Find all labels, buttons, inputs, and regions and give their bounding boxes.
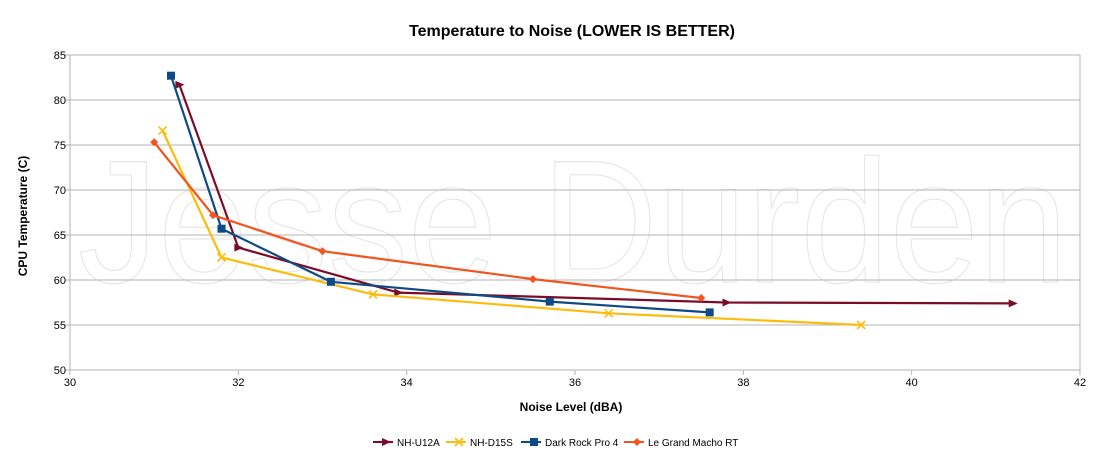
data-point-dark-rock-pro-4 [705,308,714,317]
y-tick-label: 60 [54,275,66,287]
y-tick-label: 50 [54,365,66,377]
data-point-nh-d15s [604,308,614,318]
gridlines [70,54,1080,371]
x-tick-label: 32 [232,377,244,389]
series-layer [150,71,1018,330]
data-point-nh-d15s [856,320,866,330]
x-tick-label: 42 [1074,377,1086,389]
legend-item-dark-rock-pro-4: Dark Rock Pro 4 [521,438,619,449]
x-axis-title: Noise Level (dBA) [520,400,623,414]
data-point-le-grand-macho-rt [697,294,706,302]
legend-swatch-marker [633,438,641,446]
legend: NH-U12A NH-D15S Dark Rock Pro 4 Le Grand Ma… [373,437,738,449]
y-tick-label: 85 [54,50,66,62]
data-point-nh-u12a [1008,299,1018,308]
legend-item-le-grand-macho-rt: Le Grand Macho RT [624,438,738,449]
data-point-nh-d15s [216,252,227,263]
axis-ticks: 50 55 60 65 70 75 80 85 30 32 34 36 38 40 42 [54,50,1086,389]
x-tick-label: 40 [906,377,918,389]
x-tick-label: 38 [737,377,749,389]
watermark-text: Jesse Durden [78,125,1068,320]
legend-swatch-marker [530,438,538,446]
data-point-le-grand-macho-rt [528,275,537,284]
legend-label: NH-U12A [397,438,440,449]
x-tick-label: 34 [401,377,413,389]
data-point-nh-u12a [175,80,185,89]
data-point-dark-rock-pro-4 [217,224,226,233]
data-point-dark-rock-pro-4 [326,277,335,286]
series-le-grand-macho-rt [150,138,706,302]
series-nh-d15s [158,126,866,330]
data-point-dark-rock-pro-4 [545,297,554,306]
legend-item-nh-u12a: NH-U12A [373,438,440,449]
x-tick-label: 36 [569,377,581,389]
legend-label: NH-D15S [470,438,513,449]
y-tick-label: 65 [54,230,66,242]
data-point-nh-u12a [722,298,732,307]
data-point-nh-d15s [368,289,378,299]
legend-swatch-marker [382,438,391,446]
y-tick-label: 55 [54,320,66,332]
legend-label: Le Grand Macho RT [648,438,738,449]
legend-item-nh-d15s: NH-D15S [446,437,513,449]
y-tick-label: 75 [54,140,66,152]
data-point-nh-u12a [234,243,244,252]
legend-swatch-marker [454,437,464,447]
series-nh-u12a [175,80,1018,308]
data-point-le-grand-macho-rt [209,211,218,220]
data-point-le-grand-macho-rt [318,247,327,256]
x-tick-label: 30 [64,377,76,389]
legend-label: Dark Rock Pro 4 [545,438,619,449]
data-point-nh-d15s [158,126,168,136]
y-axis-title: CPU Temperature (C) [16,156,30,276]
data-point-le-grand-macho-rt [150,138,159,147]
series-dark-rock-pro-4 [167,71,714,317]
chart-title: Temperature to Noise (LOWER IS BETTER) [409,23,735,40]
data-point-nh-u12a [394,288,404,297]
y-tick-label: 70 [54,185,66,197]
data-point-dark-rock-pro-4 [167,71,175,80]
y-tick-label: 80 [54,95,66,107]
